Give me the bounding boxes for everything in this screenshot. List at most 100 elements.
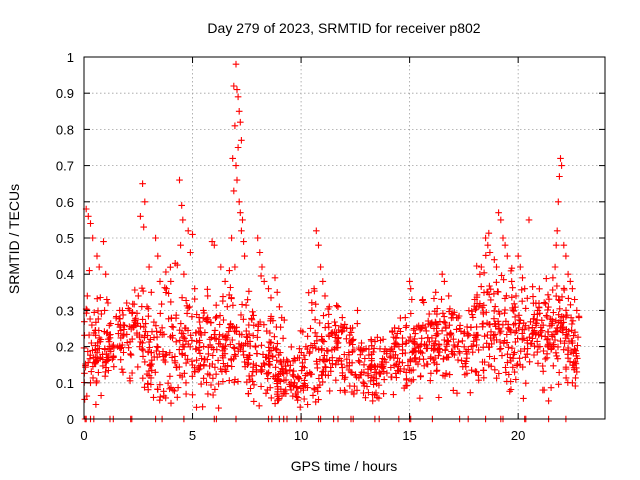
data-point (349, 348, 356, 355)
data-point (145, 263, 153, 271)
data-point (393, 341, 401, 348)
data-point (315, 241, 322, 249)
data-point (145, 367, 153, 375)
data-point (289, 392, 297, 400)
data-point (319, 278, 327, 285)
data-point (150, 394, 157, 401)
data-point (276, 349, 284, 356)
data-point (135, 292, 142, 300)
data-point (379, 358, 386, 366)
data-point (560, 346, 567, 353)
data-point (235, 340, 243, 348)
data-point (353, 387, 361, 394)
data-point (81, 396, 88, 403)
data-point (512, 338, 519, 346)
data-point (204, 286, 211, 293)
data-point (264, 375, 271, 382)
y-tick-label: 0 (67, 412, 74, 427)
data-point (137, 213, 144, 220)
data-point (411, 344, 419, 352)
y-tick-label: 0.3 (56, 303, 74, 318)
data-point (115, 330, 122, 337)
data-point (328, 346, 336, 354)
data-point (215, 404, 222, 412)
data-point (200, 343, 207, 350)
data-point (268, 394, 275, 402)
data-point (487, 363, 495, 370)
data-point (394, 367, 401, 374)
data-point (463, 350, 471, 358)
data-point (471, 296, 479, 303)
data-point (275, 396, 282, 404)
data-point (102, 364, 110, 371)
data-point (231, 263, 239, 271)
data-point (553, 282, 561, 290)
data-point (459, 363, 467, 370)
data-point (196, 350, 204, 357)
data-point (200, 375, 207, 382)
data-point (95, 263, 103, 271)
data-point (318, 372, 326, 379)
data-point (387, 352, 395, 360)
data-point (180, 270, 188, 278)
data-point (564, 344, 572, 352)
data-point (479, 320, 486, 328)
data-point (386, 354, 394, 361)
data-point (94, 307, 102, 315)
data-point (533, 316, 541, 324)
data-point (560, 241, 568, 249)
data-point (512, 376, 520, 383)
data-point (539, 321, 547, 329)
data-point (105, 352, 112, 360)
data-point (450, 387, 457, 394)
data-point (237, 345, 244, 353)
data-point (534, 307, 541, 314)
data-point (343, 335, 350, 343)
data-point (139, 346, 147, 354)
data-point (536, 285, 543, 293)
data-point (187, 249, 194, 256)
data-point (482, 234, 489, 242)
data-point (311, 316, 319, 323)
data-point (182, 297, 190, 304)
data-point (496, 345, 504, 353)
data-point (272, 364, 279, 371)
data-point (248, 316, 256, 323)
data-point (228, 363, 235, 370)
data-point (573, 368, 581, 376)
data-point (140, 323, 148, 331)
data-point (140, 223, 147, 231)
data-point (88, 339, 95, 347)
data-point (204, 314, 211, 321)
data-point (286, 383, 294, 390)
data-point (320, 312, 327, 319)
data-point (485, 291, 493, 298)
data-point (512, 292, 520, 300)
data-point (507, 378, 514, 385)
data-point (145, 312, 152, 320)
data-point (185, 340, 192, 348)
data-point (390, 333, 397, 341)
data-point (568, 327, 575, 334)
data-point (200, 307, 207, 314)
data-point (562, 374, 570, 382)
data-point (508, 264, 516, 272)
data-point (209, 352, 217, 359)
data-point (540, 299, 548, 306)
data-point (478, 263, 485, 271)
data-point (150, 353, 158, 361)
data-point (228, 234, 235, 242)
y-tick-label: 0.7 (56, 159, 74, 174)
data-point (176, 176, 183, 184)
data-point (188, 313, 196, 320)
data-point (497, 216, 505, 224)
data-point (207, 319, 215, 327)
data-point (160, 392, 168, 400)
data-point (549, 342, 557, 350)
data-point (248, 372, 256, 380)
plot-frame (83, 56, 606, 420)
data-point (445, 353, 452, 361)
data-point (253, 366, 260, 374)
data-point (167, 263, 174, 271)
